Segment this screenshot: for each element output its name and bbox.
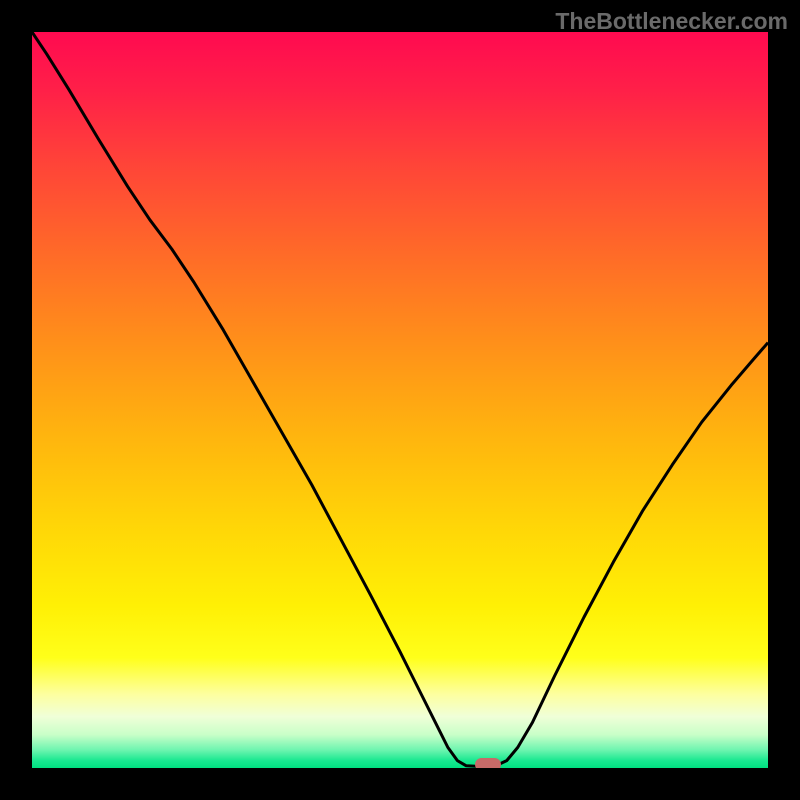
watermark-text: TheBottlenecker.com [555,8,788,35]
chart-frame [0,0,800,800]
